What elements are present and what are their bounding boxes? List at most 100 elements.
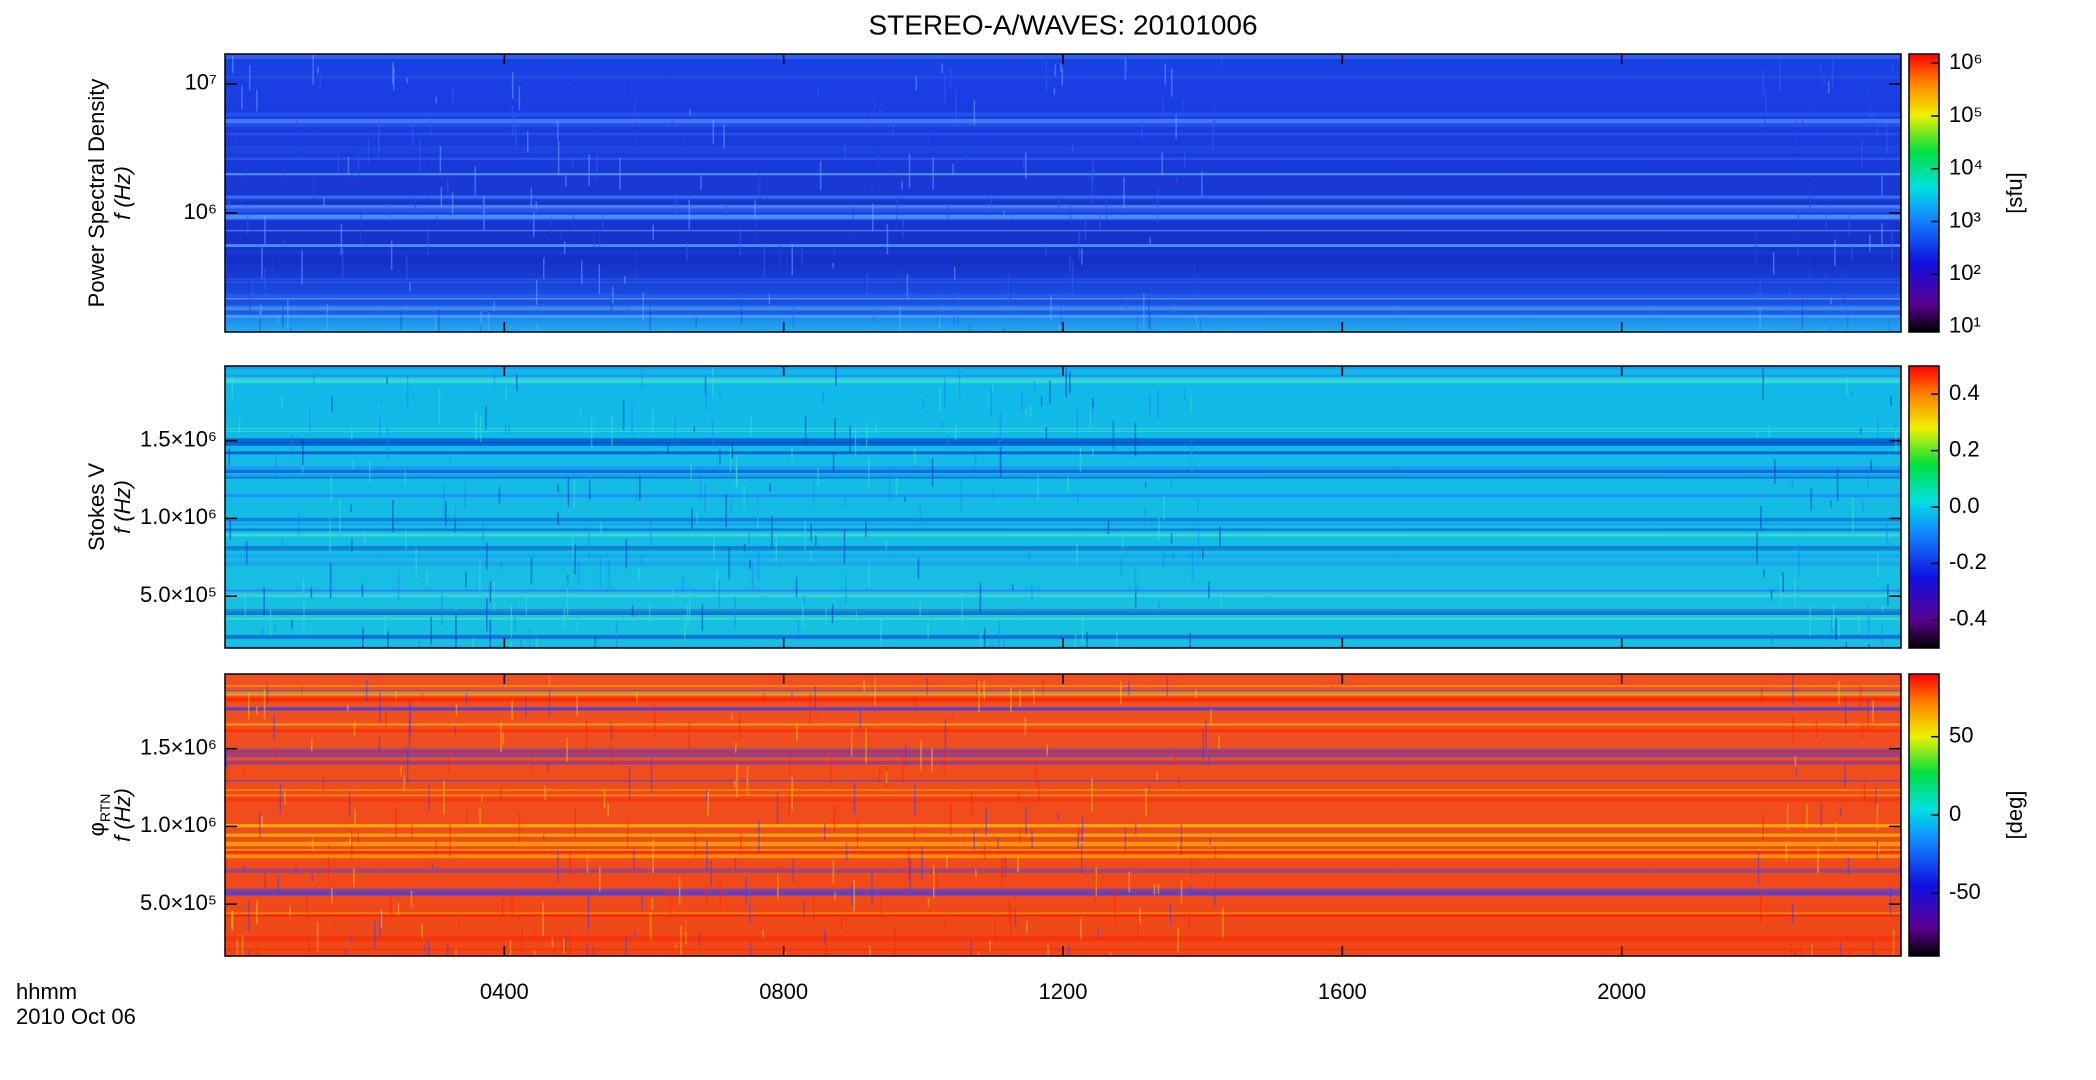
spectrogram-noise — [264, 214, 266, 244]
spectrogram-noise — [508, 422, 511, 436]
spectrogram-noise — [791, 692, 793, 700]
spectrogram-noise — [587, 896, 590, 930]
spectrogram-noise — [1076, 542, 1078, 565]
spectrogram-noise — [1205, 720, 1207, 749]
spectrogram-noise — [979, 633, 982, 648]
spectrogram-noise — [1788, 285, 1791, 318]
spectrogram-noise — [274, 623, 277, 632]
spectrogram-noise — [251, 279, 254, 303]
spectrogram-stripe — [225, 306, 1901, 308]
colorbar-tick-label: 10² — [1949, 260, 1981, 285]
spectrogram — [225, 674, 1901, 956]
spectrogram-noise — [1163, 495, 1165, 521]
spectrogram-noise — [758, 819, 760, 853]
spectrogram-noise — [949, 67, 952, 90]
spectrogram-noise — [871, 178, 873, 192]
colorbar-tick-label: 0 — [1949, 801, 1961, 826]
spectrogram-noise — [633, 100, 636, 117]
spectrogram-noise — [1157, 187, 1159, 223]
spectrogram-noise — [347, 156, 350, 175]
spectrogram-noise — [275, 451, 277, 478]
spectrogram-noise — [374, 920, 376, 950]
spectrogram-noise — [481, 794, 483, 803]
spectrogram-noise — [1849, 946, 1851, 956]
spectrogram-stripe — [225, 750, 1901, 753]
spectrogram-noise — [393, 66, 395, 91]
spectrogram-stripe — [225, 145, 1901, 149]
spectrogram-noise — [455, 613, 457, 648]
spectrogram-noise — [932, 157, 934, 190]
spectrogram-noise — [868, 562, 871, 588]
spectrogram-noise — [510, 75, 513, 89]
spectrogram-noise — [1059, 63, 1062, 72]
spectrogram-noise — [530, 557, 533, 585]
spectrogram-noise — [734, 780, 736, 788]
spectrogram-noise — [947, 435, 950, 448]
spectrogram-noise — [1040, 396, 1043, 407]
spectrogram-noise — [493, 301, 496, 311]
spectrogram-noise — [886, 223, 889, 255]
spectrogram-noise — [738, 714, 741, 740]
spectrogram-noise — [1112, 420, 1115, 450]
spectrogram-noise — [938, 314, 941, 332]
spectrogram-stripe — [225, 132, 1901, 136]
spectrogram-noise — [1836, 468, 1839, 501]
colorbar-tick-label: 0.0 — [1949, 493, 1980, 518]
spectrogram-noise — [340, 223, 343, 255]
spectrogram-noise — [1008, 900, 1010, 925]
spectrogram-noise — [1763, 569, 1765, 577]
spectrogram-noise — [1091, 778, 1094, 812]
spectrogram-noise — [809, 693, 811, 724]
spectrogram-noise — [615, 621, 618, 648]
spectrogram-noise — [1829, 325, 1831, 332]
spectrogram-stripe — [225, 729, 1901, 733]
spectrogram-noise — [277, 315, 280, 324]
spectrogram-noise — [705, 379, 707, 411]
spectrogram-noise — [639, 474, 641, 501]
spectrogram-noise — [635, 249, 637, 278]
spectrogram-noise — [1057, 191, 1060, 214]
spectrogram-noise — [1810, 487, 1813, 511]
spectrogram-noise — [599, 555, 602, 589]
spectrogram-noise — [548, 690, 551, 717]
colorbar-tick-label: 10⁵ — [1949, 102, 1983, 127]
spectrogram-noise — [754, 200, 756, 220]
spectrogram-noise — [1144, 507, 1146, 526]
spectrogram-noise — [313, 370, 315, 386]
spectrogram-noise — [229, 519, 232, 540]
spectrogram-noise — [844, 496, 847, 509]
spectrogram-noise — [700, 175, 702, 190]
spectrogram-stripe — [225, 173, 1901, 176]
spectrogram-noise — [1799, 944, 1802, 956]
spectrogram-noise — [551, 938, 554, 947]
spectrogram-noise — [824, 929, 826, 944]
spectrogram-noise — [567, 582, 569, 590]
spectrogram-noise — [572, 157, 574, 167]
spectrogram-noise — [845, 573, 847, 605]
spectrogram-stripe — [225, 197, 1901, 201]
spectrogram-noise — [1764, 109, 1766, 134]
spectrogram-noise — [1084, 218, 1087, 240]
spectrogram-noise — [768, 294, 771, 305]
spectrogram-noise — [817, 85, 819, 96]
spectrogram-noise — [436, 216, 438, 229]
spectrogram-noise — [326, 303, 329, 332]
spectrogram-noise — [1760, 506, 1762, 530]
spectrogram-noise — [301, 250, 303, 285]
spectrogram-noise — [535, 201, 538, 210]
spectrogram-noise — [1136, 316, 1139, 332]
spectrogram-stripe — [225, 379, 1901, 384]
spectrogram-noise — [300, 130, 302, 156]
spectrogram-noise — [1092, 398, 1094, 407]
spectrogram-noise — [1079, 447, 1082, 473]
spectrogram-noise — [392, 500, 394, 533]
spectrogram-noise — [1183, 150, 1186, 168]
spectrogram-noise — [633, 848, 635, 870]
colorbar-tick-label: 10³ — [1949, 207, 1981, 232]
spectrogram-noise — [451, 86, 454, 104]
spectrogram-noise — [706, 841, 708, 872]
spectrogram-noise — [310, 586, 313, 598]
spectrogram-noise — [297, 513, 300, 535]
spectrogram-noise — [1105, 196, 1108, 220]
